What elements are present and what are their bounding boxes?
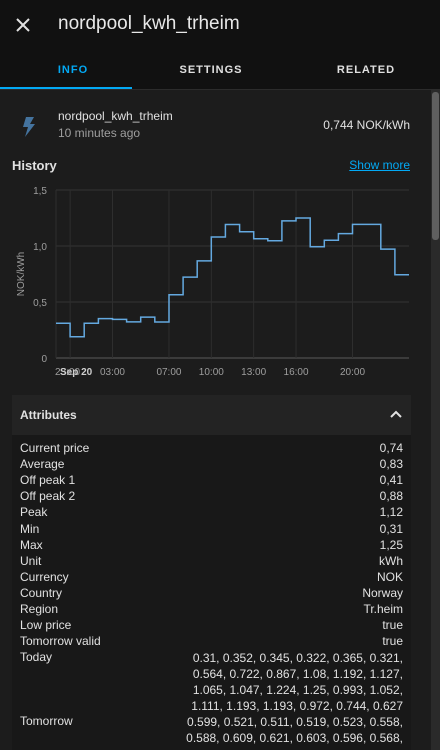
attribute-value: 0,74 xyxy=(379,441,403,455)
history-title: History xyxy=(12,158,57,173)
x-tick-label: 03:00 xyxy=(100,367,125,378)
tab-bar: INFO SETTINGS RELATED xyxy=(0,50,440,90)
attribute-key: Average xyxy=(20,457,65,472)
tab-info[interactable]: INFO xyxy=(57,63,89,76)
tomorrow-label: Tomorrow xyxy=(20,714,73,728)
attribute-value: kWh xyxy=(379,553,403,568)
attributes-header[interactable]: Attributes xyxy=(12,395,411,435)
x-tick-label: 23:00 xyxy=(55,367,80,378)
attribute-value: 0,88 xyxy=(379,489,403,504)
dialog-header: nordpool_kwh_trheim xyxy=(0,0,440,50)
y-tick-label: 1,0 xyxy=(33,242,47,253)
today-values: 0.31, 0.352, 0.345, 0.322, 0.365, 0.321,… xyxy=(163,650,403,714)
entity-last-changed: 10 minutes ago xyxy=(58,126,141,140)
close-button[interactable] xyxy=(10,12,36,38)
x-tick-label: 10:00 xyxy=(199,367,224,378)
attributes-panel: Attributes Current price 0,74 Average 0,83 O… xyxy=(12,395,411,750)
attribute-key: Max xyxy=(20,537,43,552)
dialog-title: nordpool_kwh_trheim xyxy=(58,13,240,34)
entity-state: 0,744 NOK/kWh xyxy=(323,118,410,132)
attribute-value: true xyxy=(382,618,403,633)
attribute-value: 0,31 xyxy=(379,521,403,536)
entity-name: nordpool_kwh_trheim xyxy=(58,109,173,123)
attribute-key: Region xyxy=(20,602,59,616)
y-tick-label: 0,5 xyxy=(33,298,47,309)
attribute-key: Low price xyxy=(20,618,72,633)
x-tick-label: Sep 20 xyxy=(60,367,93,378)
chevron-up-icon[interactable] xyxy=(389,407,403,421)
attribute-value: Norway xyxy=(362,585,403,600)
y-tick-label: 0 xyxy=(41,354,47,365)
attribute-key: Off peak 2 xyxy=(20,489,76,504)
attribute-value: 0,41 xyxy=(379,473,403,488)
attribute-key: Country xyxy=(20,585,63,600)
attribute-value: true xyxy=(382,634,403,649)
attribute-key: Unit xyxy=(20,553,42,568)
tomorrow-values-line: 0.599, 0.521, 0.511, 0.519, 0.523, 0.558… xyxy=(187,715,403,729)
attribute-key: Min xyxy=(20,521,40,536)
today-values-line: 0.564, 0.722, 0.867, 1.08, 1.192, 1.127, xyxy=(192,667,403,681)
scrollbar-thumb[interactable] xyxy=(432,92,439,240)
attribute-key: Currency xyxy=(20,569,69,584)
tomorrow-values-line: 0.588, 0.609, 0.621, 0.603, 0.596, 0.568… xyxy=(186,731,403,745)
today-values-line: 1.111, 1.193, 1.193, 0.972, 0.744, 0.627 xyxy=(191,699,403,713)
price-series-line xyxy=(56,217,409,338)
lightning-bolt-icon xyxy=(23,117,35,137)
attribute-key: Off peak 1 xyxy=(20,473,76,488)
x-tick-label: 13:00 xyxy=(241,367,266,378)
tomorrow-values: 0.599, 0.521, 0.511, 0.519, 0.523, 0.558… xyxy=(163,714,403,746)
attribute-key: Tomorrow valid xyxy=(20,634,101,649)
x-tick-label: 16:00 xyxy=(284,367,309,378)
attribute-value: 0,83 xyxy=(379,457,403,472)
today-values-line: 1.065, 1.047, 1.224, 1.25, 0.993, 1.052, xyxy=(192,683,403,697)
x-tick-label: 07:00 xyxy=(156,367,181,378)
y-axis-label: NOK/kWh xyxy=(16,252,27,296)
today-label: Today xyxy=(20,650,53,664)
close-icon xyxy=(16,18,30,32)
attribute-value: Tr.heim xyxy=(363,602,403,616)
entity-row[interactable]: nordpool_kwh_trheim 10 minutes ago 0,744… xyxy=(0,108,431,148)
attribute-value: 1,25 xyxy=(379,537,403,552)
tab-settings[interactable]: SETTINGS xyxy=(179,63,243,76)
active-tab-indicator xyxy=(0,87,132,89)
tab-related[interactable]: RELATED xyxy=(336,63,396,76)
attribute-value: NOK xyxy=(376,569,403,584)
y-tick-label: 1,5 xyxy=(33,186,47,197)
scrollbar-track[interactable] xyxy=(431,90,440,750)
show-more-link[interactable]: Show more xyxy=(349,158,410,172)
attribute-value: 1,12 xyxy=(379,505,403,520)
info-panel: nordpool_kwh_trheim 10 minutes ago 0,744… xyxy=(0,90,431,750)
attributes-title: Attributes xyxy=(20,408,77,422)
attribute-key: Current price xyxy=(20,441,90,455)
today-values-line: 0.31, 0.352, 0.345, 0.322, 0.365, 0.321, xyxy=(192,651,403,665)
attribute-key: Peak xyxy=(20,505,48,520)
x-tick-label: 20:00 xyxy=(340,367,365,378)
